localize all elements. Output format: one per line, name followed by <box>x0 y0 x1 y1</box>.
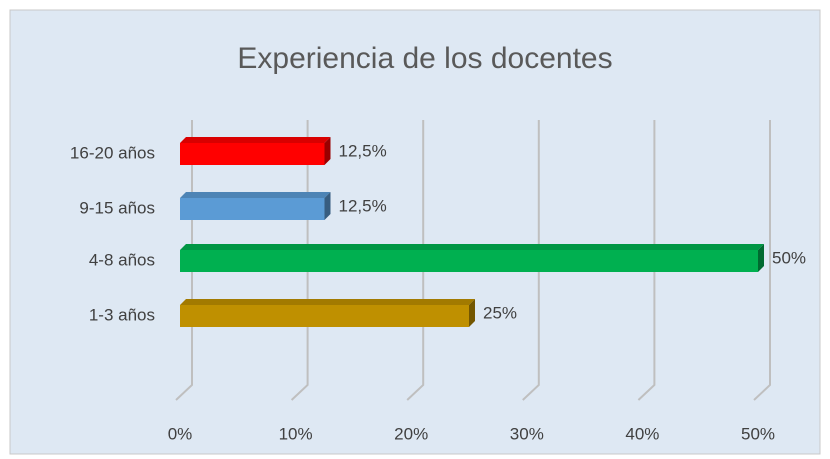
grid-line <box>753 120 771 401</box>
data-label: 25% <box>483 303 517 322</box>
bar-side <box>469 299 475 327</box>
data-label: 12,5% <box>339 141 387 160</box>
bar-side <box>324 192 331 220</box>
data-label: 12,5% <box>339 196 387 215</box>
chart-title: Experiencia de los docentes <box>237 42 612 75</box>
y-tick-label: 9-15 años <box>79 198 155 217</box>
grid-line <box>522 120 540 401</box>
bar-top <box>180 299 475 305</box>
grid-line <box>637 120 656 401</box>
x-tick-label: 10% <box>279 424 313 443</box>
chart-background <box>9 9 821 455</box>
x-tick-label: 50% <box>741 424 775 443</box>
data-label: 50% <box>772 248 806 267</box>
y-tick-label: 4-8 años <box>89 250 155 269</box>
x-tick-label: 0% <box>168 424 193 443</box>
bar <box>180 143 325 165</box>
bar-top <box>180 192 331 198</box>
bar <box>180 198 325 220</box>
x-tick-label: 40% <box>625 424 659 443</box>
y-tick-label: 16-20 años <box>70 143 155 162</box>
bar-top <box>180 137 331 143</box>
x-tick-label: 30% <box>510 424 544 443</box>
x-tick-label: 20% <box>394 424 428 443</box>
bar <box>180 250 758 272</box>
bar-side <box>758 244 764 272</box>
grid-line <box>406 120 425 401</box>
bar-side <box>324 137 331 165</box>
y-tick-label: 1-3 años <box>89 305 155 324</box>
bar-top <box>180 244 764 250</box>
bar <box>180 305 469 327</box>
